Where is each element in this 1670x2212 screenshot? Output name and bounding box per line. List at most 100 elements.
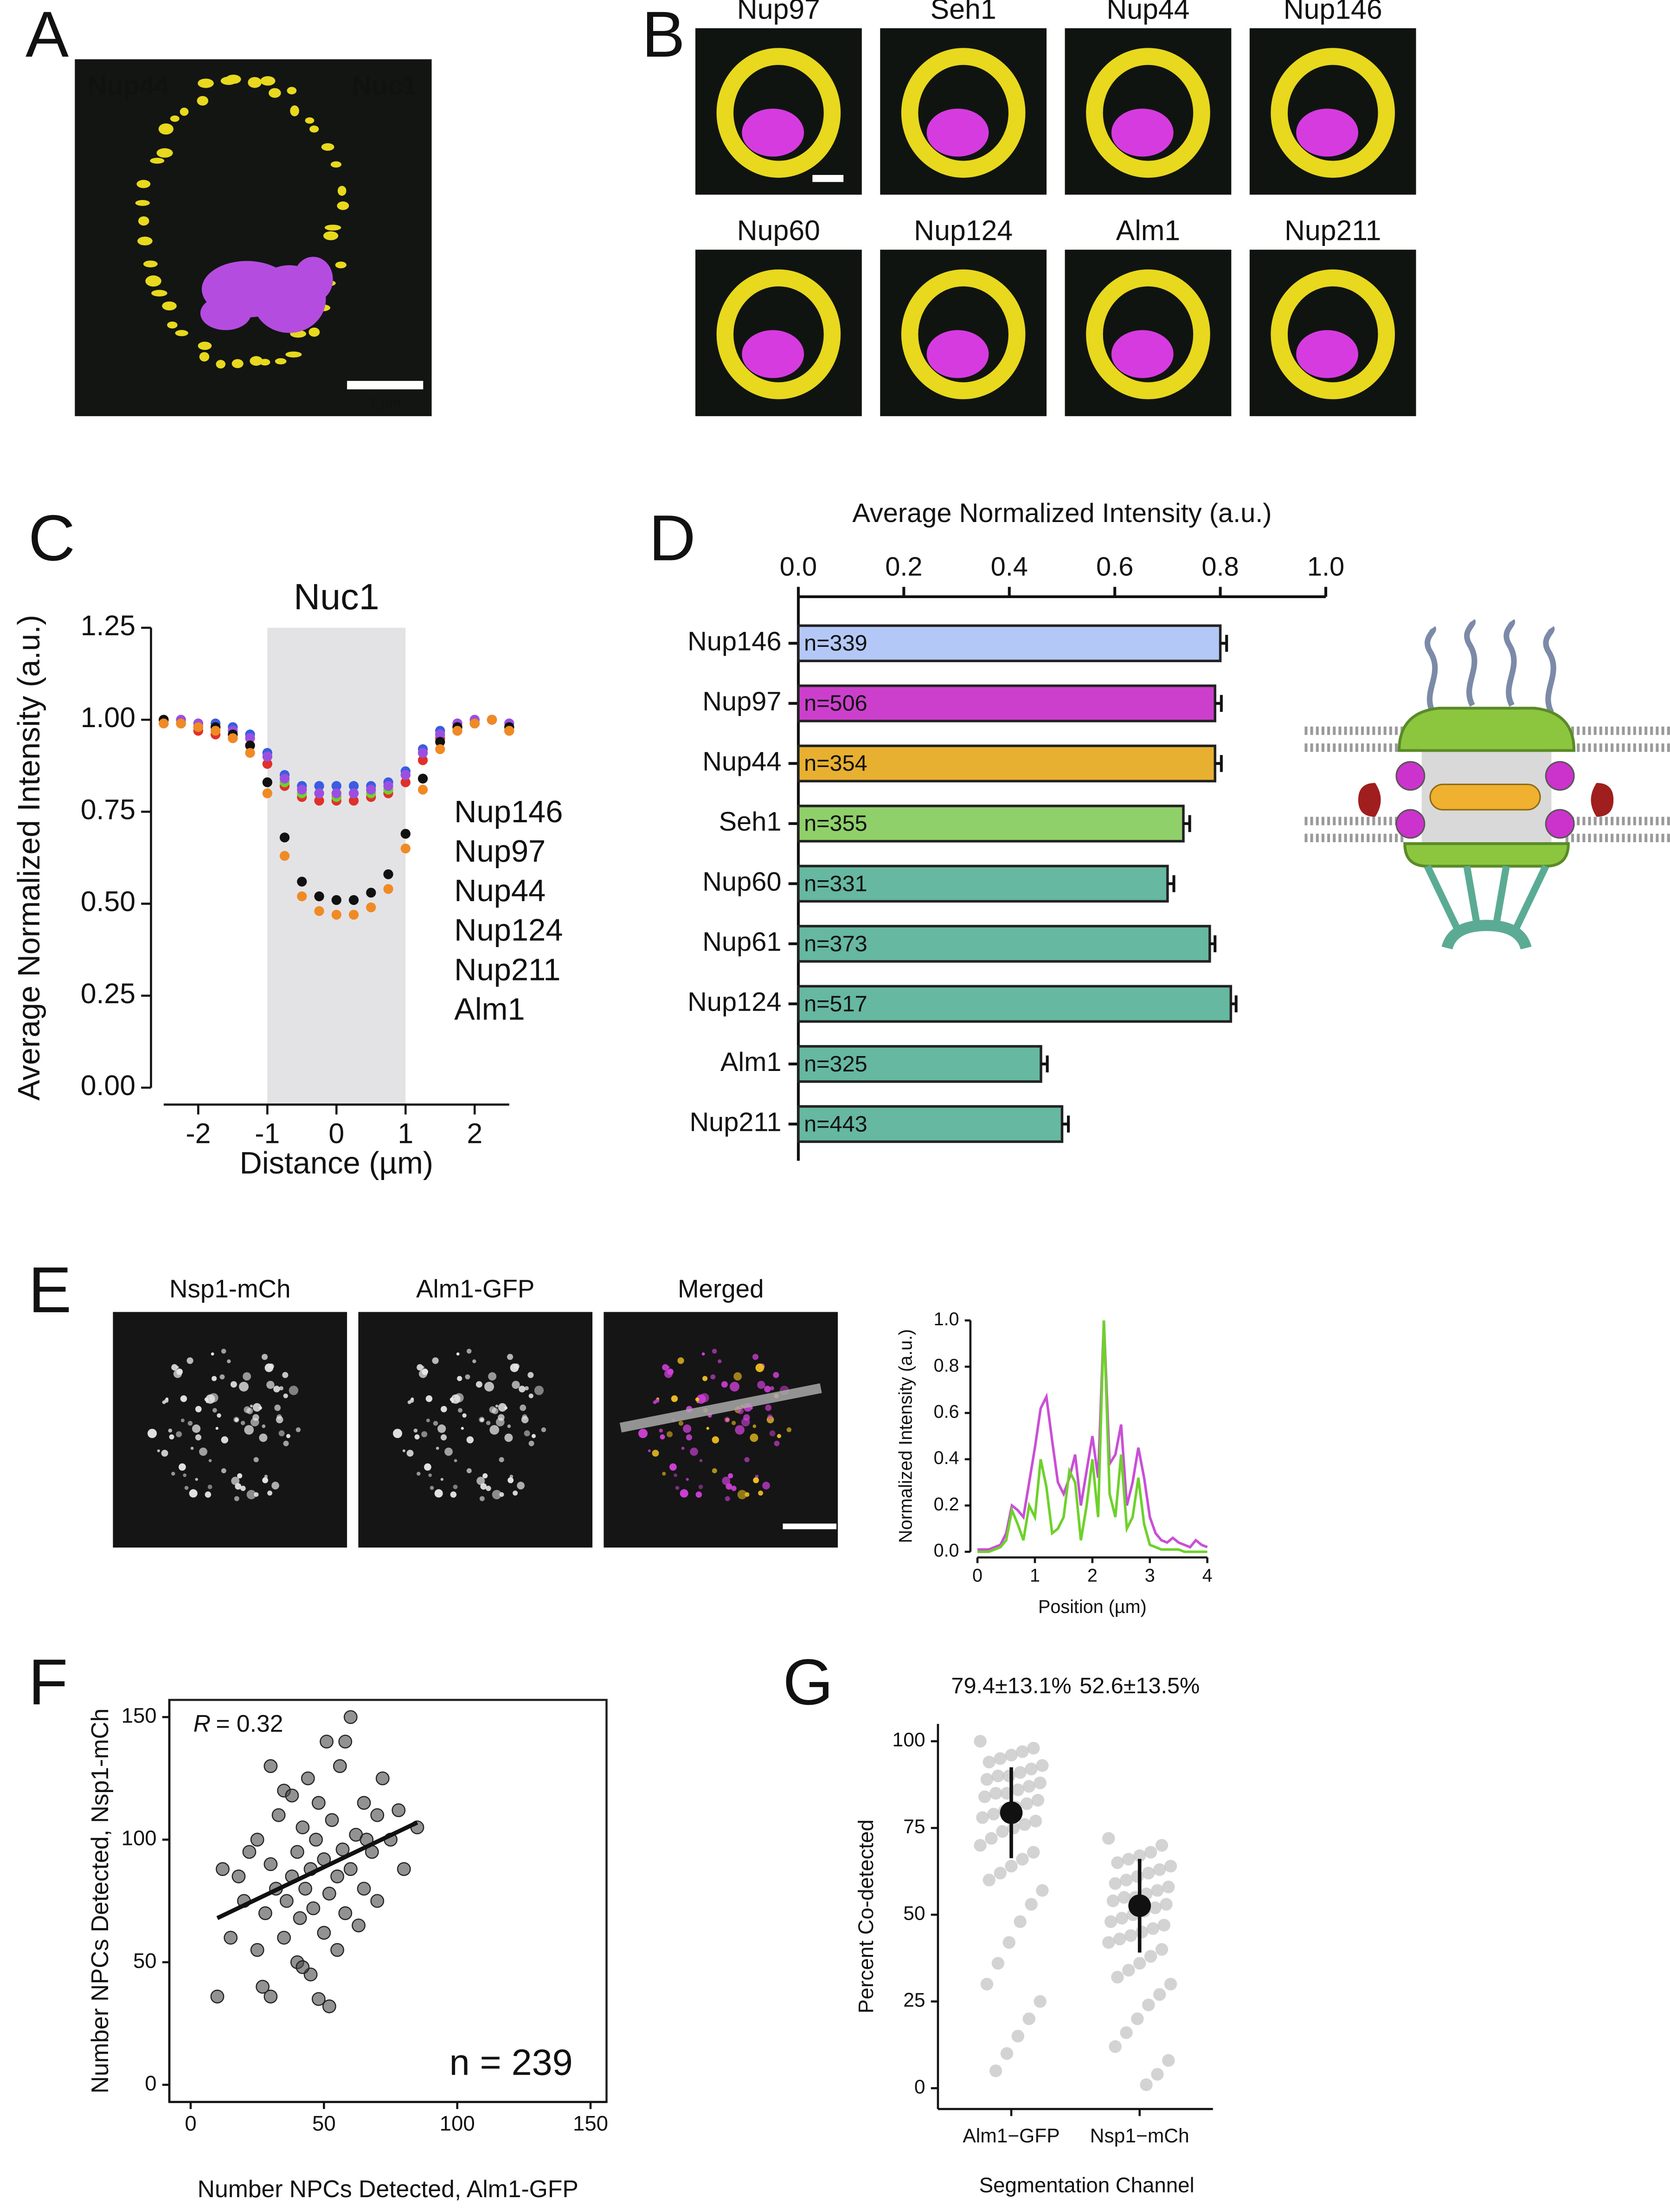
micrograph-spot bbox=[260, 76, 276, 86]
value-label: 79.4±13.1% bbox=[951, 1673, 1071, 1698]
micrograph-spot bbox=[168, 1428, 173, 1433]
data-point bbox=[974, 1839, 987, 1852]
channel-label: Nuc1 bbox=[352, 71, 418, 101]
micrograph-spot bbox=[667, 1368, 674, 1375]
data-point bbox=[311, 1992, 326, 2006]
micrograph-spot bbox=[195, 1478, 198, 1481]
image-label: Nup146 bbox=[1284, 0, 1382, 25]
error-bar bbox=[1220, 635, 1228, 652]
micrograph-spot bbox=[690, 1447, 698, 1456]
data-point bbox=[331, 781, 341, 791]
data-point bbox=[1140, 2078, 1153, 2091]
error-bar bbox=[1215, 695, 1223, 712]
data-point bbox=[400, 777, 411, 787]
y-tick-label: 0.6 bbox=[934, 1401, 959, 1422]
micrograph-spot bbox=[176, 1431, 182, 1438]
micrograph-spot bbox=[495, 1405, 498, 1408]
micrograph-spot bbox=[135, 200, 150, 206]
micrograph-spot bbox=[457, 1408, 462, 1413]
micrograph-spot bbox=[239, 1381, 249, 1392]
data-point bbox=[1164, 1978, 1177, 1991]
data-point bbox=[1036, 1884, 1049, 1897]
data-point bbox=[1104, 1915, 1118, 1928]
data-point bbox=[357, 1882, 371, 1896]
data-point bbox=[348, 788, 359, 799]
micrograph-spot bbox=[262, 1424, 266, 1428]
x-tick-label: 100 bbox=[440, 2111, 475, 2135]
micrograph-spot bbox=[279, 1386, 283, 1391]
profile-line bbox=[619, 1383, 822, 1433]
micrograph-spot bbox=[758, 1490, 764, 1496]
micrograph-spot bbox=[195, 1434, 202, 1441]
micrograph-spot bbox=[683, 1424, 692, 1433]
legend-entry: Nup124 bbox=[454, 913, 563, 948]
category-label: Alm1 bbox=[720, 1047, 782, 1077]
data-point bbox=[1005, 1859, 1018, 1873]
micrograph-spot bbox=[488, 1372, 497, 1381]
x-tick-label: 4 bbox=[1202, 1566, 1213, 1586]
micrograph-spot bbox=[235, 1483, 242, 1490]
x-tick-label: 0.4 bbox=[991, 552, 1028, 581]
data-point bbox=[1029, 1814, 1042, 1828]
x-tick-label: 2 bbox=[467, 1117, 482, 1149]
y-tick-label: 0 bbox=[145, 2071, 156, 2095]
micrograph-spot bbox=[700, 1393, 709, 1403]
micrograph-spot bbox=[176, 1366, 179, 1369]
micrograph-spot bbox=[215, 1427, 218, 1430]
micrograph-ring bbox=[1086, 48, 1210, 178]
data-point bbox=[435, 737, 445, 747]
data-point bbox=[245, 748, 255, 758]
micrograph-spot bbox=[710, 1374, 716, 1380]
data-point bbox=[242, 1845, 257, 1859]
micrograph-spot bbox=[504, 1433, 513, 1442]
micrograph-spot bbox=[407, 1400, 411, 1404]
micrograph-spot bbox=[421, 1431, 428, 1438]
data-point bbox=[1113, 1933, 1126, 1946]
micrograph-spot bbox=[737, 1490, 747, 1500]
micrograph-spot bbox=[250, 1405, 253, 1408]
micrograph-spot bbox=[170, 115, 180, 122]
data-point bbox=[1157, 1919, 1170, 1932]
data-point bbox=[262, 759, 272, 769]
micrograph-spot bbox=[726, 1483, 732, 1490]
micrograph-spot bbox=[507, 1477, 514, 1483]
data-point bbox=[331, 788, 341, 799]
micrograph-spot bbox=[283, 1440, 289, 1446]
micrograph-spot bbox=[269, 88, 281, 98]
micrograph-spot bbox=[510, 1363, 519, 1372]
data-point bbox=[1027, 1741, 1040, 1755]
x-tick-label: 150 bbox=[573, 2111, 608, 2135]
micrograph-spot bbox=[150, 158, 165, 164]
data-point bbox=[1120, 2026, 1133, 2039]
micrograph-spot bbox=[208, 1459, 212, 1463]
y-tick-label: 0.50 bbox=[81, 886, 135, 917]
data-point bbox=[392, 1803, 406, 1818]
micrograph-spot bbox=[752, 1354, 759, 1360]
micrograph-ring bbox=[716, 269, 841, 400]
micrograph-spot bbox=[212, 1408, 217, 1413]
data-point bbox=[1133, 1957, 1146, 1970]
micrograph-spot bbox=[421, 1366, 424, 1369]
data-point bbox=[262, 788, 272, 799]
x-axis-label: Number NPCs Detected, Alm1-GFP bbox=[198, 2175, 578, 2202]
micrograph-spot bbox=[652, 1450, 659, 1457]
data-point bbox=[974, 1735, 987, 1748]
data-point bbox=[311, 1796, 326, 1810]
y-tick-label: 75 bbox=[903, 1816, 925, 1838]
micrograph-spot bbox=[678, 1421, 684, 1426]
micrograph-spot bbox=[264, 1363, 274, 1372]
micrograph-spot bbox=[434, 1489, 443, 1498]
data-point bbox=[1115, 1912, 1129, 1925]
data-point bbox=[1142, 1999, 1155, 2012]
data-point bbox=[1022, 1780, 1035, 1793]
y-axis-label: Average Normalized Intensity (a.u.) bbox=[12, 615, 46, 1101]
micrograph-spot bbox=[454, 1393, 464, 1403]
micrograph-blob bbox=[293, 257, 333, 302]
micrograph-spot bbox=[437, 1424, 446, 1433]
x-tick-label: 50 bbox=[312, 2111, 336, 2135]
y-axis-label: Number NPCs Detected, Nsp1-mCh bbox=[86, 1709, 113, 2094]
micrograph-spot bbox=[432, 1357, 439, 1364]
data-point bbox=[279, 1894, 294, 1908]
data-point bbox=[1149, 1901, 1162, 1915]
